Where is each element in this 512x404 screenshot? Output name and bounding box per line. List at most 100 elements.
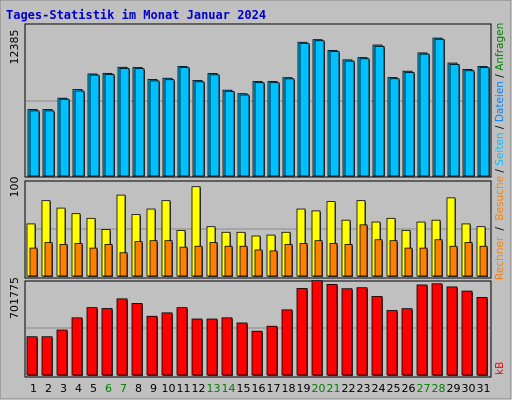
bar-dateien-day-13	[209, 74, 220, 177]
bar-kb-day-31	[476, 296, 488, 376]
bar-dateien-day-6	[104, 74, 115, 177]
bar-besuche-day-14	[224, 245, 233, 277]
x-label-day-20: 20	[312, 382, 326, 395]
bar-kb-day-2	[41, 336, 53, 376]
bar-dateien-day-18	[284, 78, 295, 177]
x-label-day-14: 14	[222, 382, 236, 395]
bar-besuche-day-30	[464, 242, 473, 277]
bar-kb-day-19	[296, 288, 308, 376]
bar-dateien-day-20	[314, 40, 325, 177]
x-label-day-2: 2	[45, 382, 52, 395]
x-label-day-13: 13	[207, 382, 221, 395]
x-label-day-30: 30	[462, 382, 476, 395]
bar-kb-day-20	[311, 280, 323, 376]
bar-dateien-day-3	[59, 98, 70, 177]
bar-besuche-day-7	[119, 252, 128, 277]
bar-besuche-day-29	[449, 245, 458, 277]
bar-besuche-day-28	[434, 239, 443, 277]
bar-dateien-day-25	[389, 78, 400, 177]
bar-dateien-day-31	[479, 67, 490, 177]
x-label-day-31: 31	[477, 382, 491, 395]
x-axis-day-labels: 1 2 3 4 5 6 7 8 9 10 11 12 13 14 15 16 17 18 19 20 21 22 23 24 2…	[30, 382, 491, 395]
legend-rechner: Rechner	[494, 236, 506, 280]
bar-kb-day-27	[416, 284, 428, 376]
bar-kb-day-30	[461, 290, 473, 376]
bar-dateien-day-14	[224, 91, 235, 177]
x-label-day-8: 8	[135, 382, 142, 395]
x-label-day-7: 7	[120, 382, 127, 395]
legend-separator-1: /	[494, 74, 506, 78]
bar-besuche-day-22	[344, 243, 353, 277]
kb-bars	[26, 280, 488, 376]
bar-kb-day-9	[146, 315, 158, 376]
bar-dateien-day-2	[44, 110, 55, 177]
bar-besuche-day-15	[239, 245, 248, 277]
legend-seiten: Seiten	[494, 132, 506, 165]
bar-dateien-day-26	[404, 71, 415, 177]
x-label-day-18: 18	[282, 382, 296, 395]
bar-kb-day-7	[116, 298, 128, 376]
bar-kb-day-8	[131, 303, 143, 376]
x-label-day-29: 29	[447, 382, 461, 395]
bar-dateien-day-28	[434, 38, 445, 177]
bar-besuche-day-6	[104, 243, 113, 277]
bar-kb-day-1	[26, 336, 38, 376]
bar-dateien-day-1	[29, 110, 40, 177]
bar-dateien-day-17	[269, 82, 280, 177]
x-label-day-4: 4	[75, 382, 82, 395]
bar-besuche-day-26	[404, 247, 413, 277]
bar-dateien-day-5	[89, 74, 100, 177]
bar-besuche-day-21	[329, 243, 338, 277]
bar-kb-day-15	[236, 322, 248, 376]
x-label-day-11: 11	[177, 382, 191, 395]
bar-dateien-day-10	[164, 79, 175, 177]
bar-dateien-day-30	[464, 70, 475, 177]
x-label-day-10: 10	[162, 382, 176, 395]
bar-kb-day-26	[401, 308, 413, 376]
bar-besuche-day-8	[134, 241, 143, 277]
x-label-day-15: 15	[237, 382, 251, 395]
x-label-day-3: 3	[60, 382, 67, 395]
bar-kb-day-28	[431, 283, 443, 376]
legend-separator-4: /	[494, 227, 506, 231]
bar-besuche-day-19	[299, 243, 308, 277]
bar-kb-day-10	[161, 312, 173, 376]
bar-dateien-day-21	[329, 51, 340, 177]
bar-besuche-day-1	[29, 247, 38, 277]
bar-dateien-day-9	[149, 80, 160, 177]
bar-dateien-day-15	[239, 94, 250, 177]
bar-kb-day-24	[371, 296, 383, 376]
bar-besuche-day-13	[209, 242, 218, 277]
bar-besuche-day-17	[269, 250, 278, 277]
bar-kb-day-17	[266, 325, 278, 376]
x-label-day-6: 6	[105, 382, 112, 395]
y-max-label-pages: 100	[8, 177, 21, 198]
bar-dateien-day-12	[194, 81, 205, 177]
legend-anfragen: Anfragen	[494, 23, 506, 71]
bar-dateien-day-27	[419, 53, 430, 177]
bar-besuche-day-2	[44, 242, 53, 277]
bar-dateien-day-4	[74, 90, 85, 177]
right-axis-legend: Rechner / Besuche / Seiten / Dateien / A…	[494, 23, 506, 280]
bar-dateien-day-29	[449, 63, 460, 177]
bar-besuche-day-18	[284, 243, 293, 277]
x-label-day-25: 25	[387, 382, 401, 395]
y-max-label-kb: 701775	[8, 277, 21, 319]
y-max-label-requests: 12385	[8, 30, 21, 65]
bar-besuche-day-3	[59, 243, 68, 277]
bar-kb-day-18	[281, 309, 293, 376]
bar-dateien-day-19	[299, 43, 310, 177]
x-label-day-28: 28	[432, 382, 446, 395]
bar-kb-day-3	[56, 329, 68, 376]
x-label-day-19: 19	[297, 382, 311, 395]
bar-dateien-day-11	[179, 67, 190, 177]
bar-besuche-day-24	[374, 239, 383, 277]
legend-separator-2: /	[494, 125, 506, 129]
bar-dateien-day-8	[134, 68, 145, 177]
bar-kb-day-12	[191, 318, 203, 376]
bar-besuche-day-27	[419, 247, 428, 277]
bar-kb-day-13	[206, 318, 218, 376]
bar-kb-day-11	[176, 307, 188, 376]
